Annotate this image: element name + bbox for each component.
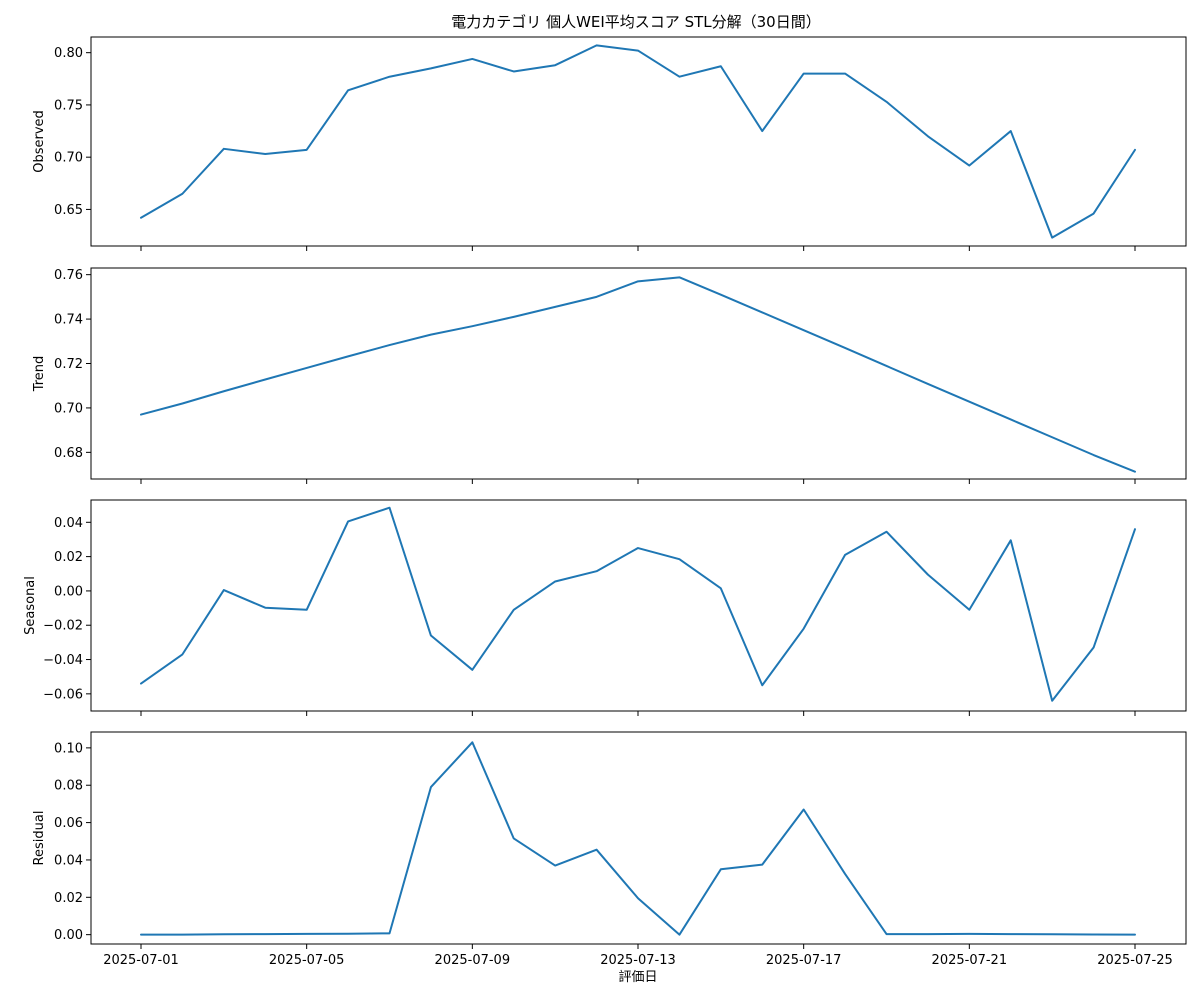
x-axis-label: 評価日 <box>618 970 657 985</box>
seasonal-y-tick-label: 0.04 <box>54 516 83 531</box>
residual-y-tick-label: 0.08 <box>54 779 83 794</box>
trend-y-tick-label: 0.70 <box>54 401 83 416</box>
trend-series-line <box>140 276 1136 473</box>
trend-panel: 0.68 0.70 0.72 0.74 0.76 Trend <box>32 267 1187 484</box>
x-tick-label: 2025-07-21 <box>932 953 1008 968</box>
x-tick-label: 2025-07-25 <box>1097 953 1173 968</box>
residual-plot-frame <box>90 731 1187 945</box>
residual-y-tick-label: 0.10 <box>54 741 83 756</box>
observed-plot-frame <box>90 36 1187 247</box>
observed-y-tick-label: 0.65 <box>54 203 83 218</box>
seasonal-y-axis-label: Seasonal <box>23 576 38 635</box>
observed-y-axis-label: Observed <box>32 110 47 173</box>
x-tick-label: 2025-07-13 <box>600 953 676 968</box>
trend-y-axis-label: Trend <box>32 356 47 393</box>
x-tick-label: 2025-07-17 <box>766 953 842 968</box>
seasonal-y-tick-label: −0.04 <box>43 653 83 668</box>
seasonal-panel: −0.06 −0.04 −0.02 0.00 0.02 0.04 Seasonal <box>23 499 1187 716</box>
seasonal-y-tick-label: 0.00 <box>54 584 83 599</box>
seasonal-series-line <box>140 506 1136 702</box>
residual-panel: 0.00 0.02 0.04 0.06 0.08 0.10 2025-07-01 2025-0… <box>32 731 1187 968</box>
trend-plot-frame <box>90 267 1187 480</box>
residual-y-tick-label: 0.04 <box>54 853 83 868</box>
x-tick-label: 2025-07-01 <box>103 953 179 968</box>
chart-title: 電力カテゴリ 個人WEI平均スコア STL分解（30日間） <box>451 13 820 31</box>
residual-y-tick-label: 0.06 <box>54 816 83 831</box>
observed-series-line <box>140 44 1136 239</box>
observed-y-tick-label: 0.80 <box>54 46 83 61</box>
trend-y-tick-label: 0.68 <box>54 446 83 461</box>
seasonal-y-tick-label: −0.06 <box>43 687 83 702</box>
trend-y-tick-label: 0.76 <box>54 268 83 283</box>
observed-panel: 0.65 0.70 0.75 0.80 Observed <box>32 36 1187 251</box>
observed-y-tick-label: 0.70 <box>54 151 83 166</box>
seasonal-y-tick-label: −0.02 <box>43 619 83 634</box>
residual-series-line <box>140 741 1136 936</box>
observed-y-tick-label: 0.75 <box>54 98 83 113</box>
seasonal-y-tick-label: 0.02 <box>54 550 83 565</box>
x-tick-label: 2025-07-09 <box>435 953 511 968</box>
trend-y-tick-label: 0.72 <box>54 357 83 372</box>
residual-y-tick-label: 0.02 <box>54 891 83 906</box>
seasonal-plot-frame <box>90 499 1187 712</box>
panels-group: 0.65 0.70 0.75 0.80 Observed 0.68 0.70 0.72 0.74… <box>23 36 1187 968</box>
residual-y-tick-label: 0.00 <box>54 928 83 943</box>
residual-y-axis-label: Residual <box>32 811 47 866</box>
x-tick-label: 2025-07-05 <box>269 953 345 968</box>
trend-y-tick-label: 0.74 <box>54 313 83 328</box>
